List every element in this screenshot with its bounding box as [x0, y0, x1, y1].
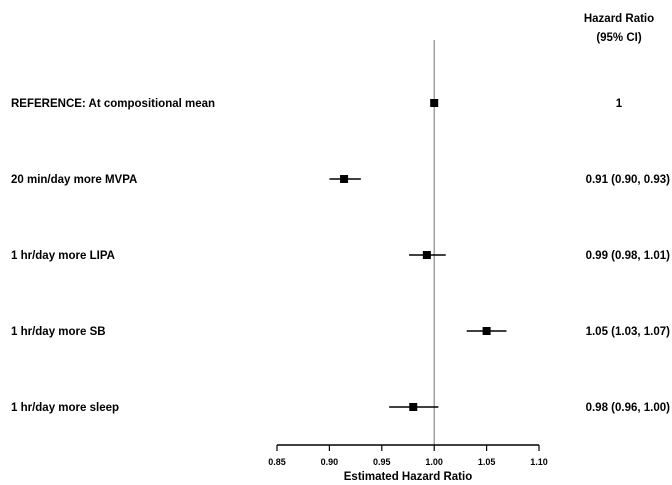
hr-point-marker	[422, 251, 431, 259]
row-label: REFERENCE: At compositional mean	[11, 98, 215, 110]
hr-point-marker	[409, 403, 418, 411]
hr-value-text: 0.99 (0.98, 1.01)	[586, 250, 671, 262]
hr-point-marker	[430, 99, 439, 107]
x-tick-label: 0.85	[268, 457, 286, 467]
x-tick-label: 1.10	[530, 457, 548, 467]
x-tick-label: 0.90	[321, 457, 339, 467]
x-tick-label: 0.95	[373, 457, 391, 467]
hr-header-line1: Hazard Ratio	[584, 13, 654, 25]
hr-point-marker	[482, 327, 491, 335]
forest-row: 1 hr/day more LIPA 0.99 (0.98, 1.01)	[11, 250, 670, 262]
forest-row: 1 hr/day more sleep 0.98 (0.96, 1.00)	[11, 402, 670, 414]
hr-value-text: 1	[616, 98, 623, 110]
hr-point-marker	[340, 175, 349, 183]
row-label: 20 min/day more MVPA	[11, 174, 137, 186]
x-tick-label: 1.05	[478, 457, 496, 467]
x-tick-label: 1.00	[425, 457, 443, 467]
row-label: 1 hr/day more sleep	[11, 402, 119, 414]
hr-value-text: 0.98 (0.96, 1.00)	[586, 402, 671, 414]
hr-value-text: 0.91 (0.90, 0.93)	[586, 174, 671, 186]
row-label: 1 hr/day more LIPA	[11, 250, 115, 262]
forest-row: REFERENCE: At compositional mean 1	[11, 98, 623, 110]
hr-value-text: 1.05 (1.03, 1.07)	[586, 326, 671, 338]
forest-row: 1 hr/day more SB 1.05 (1.03, 1.07)	[11, 326, 670, 338]
forest-row: 20 min/day more MVPA 0.91 (0.90, 0.93)	[11, 174, 670, 186]
x-axis-title: Estimated Hazard Ratio	[344, 471, 472, 483]
hr-header-line2: (95% CI)	[596, 32, 642, 44]
row-label: 1 hr/day more SB	[11, 326, 106, 338]
